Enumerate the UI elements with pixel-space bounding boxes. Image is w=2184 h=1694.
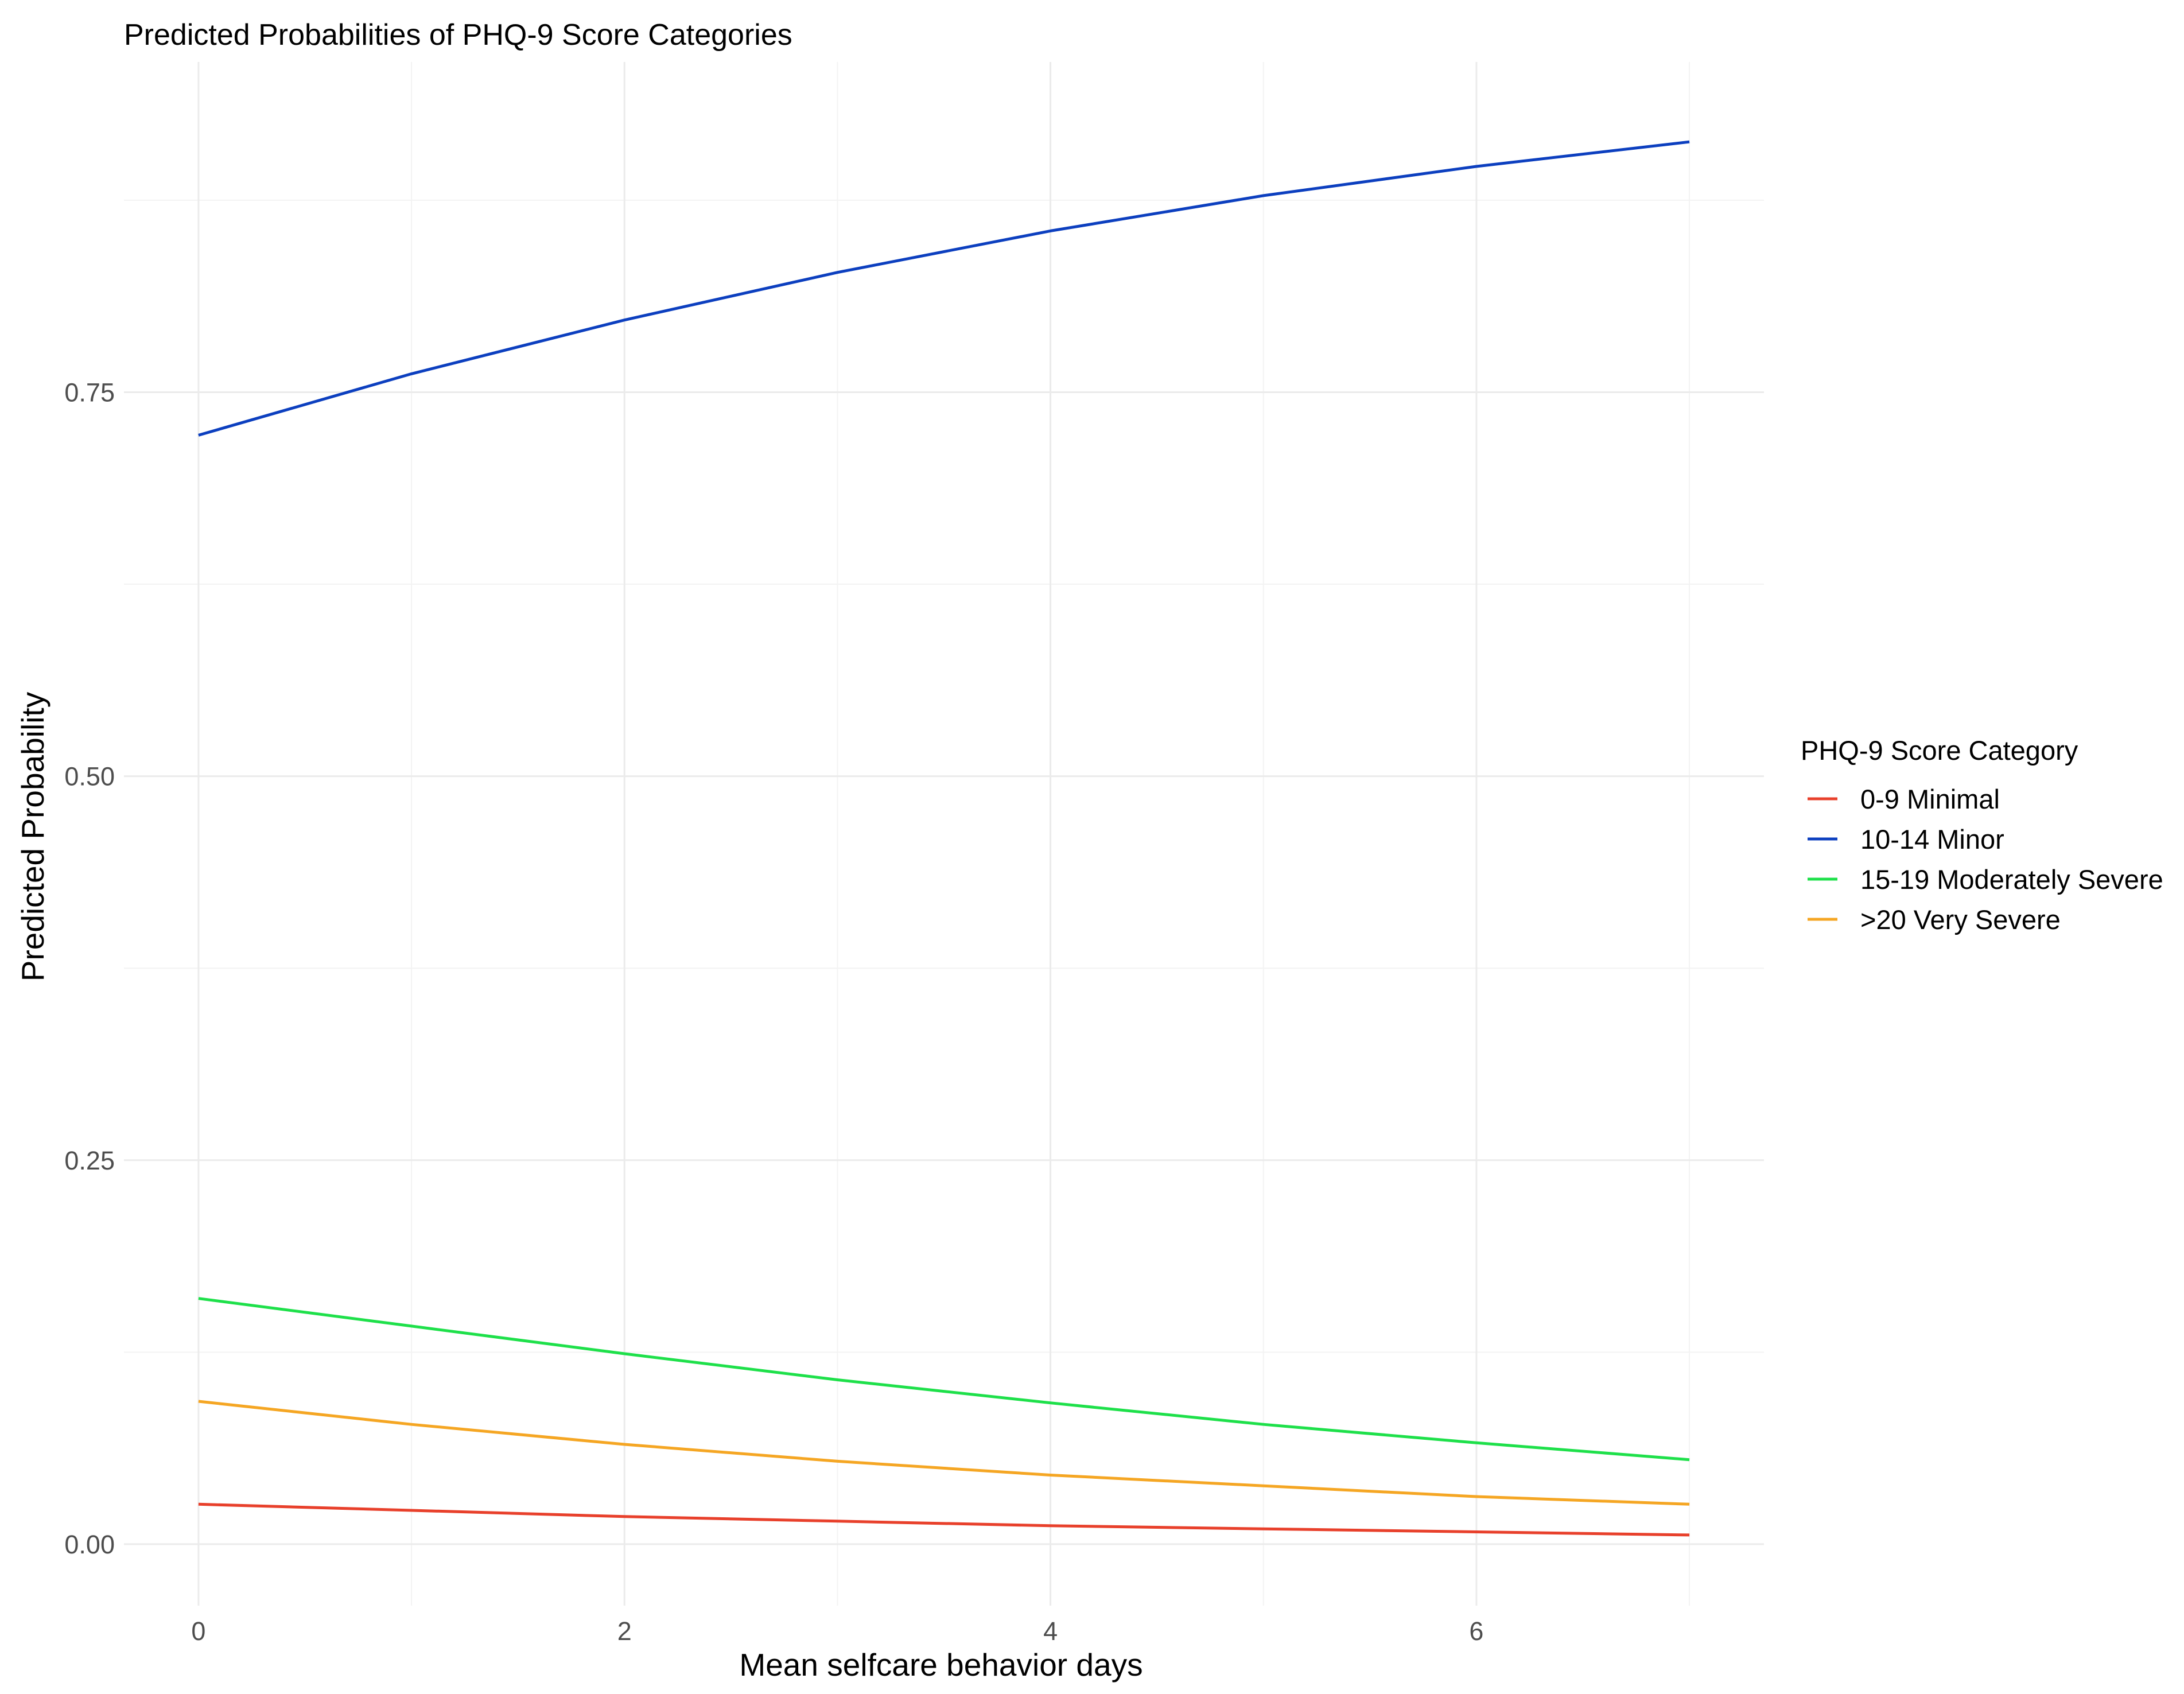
series-line-1 bbox=[198, 1502, 1690, 1537]
x-tick-label: 0 bbox=[191, 1617, 205, 1646]
legend-title: PHQ-9 Score Category bbox=[1801, 735, 2078, 766]
x-axis-ticks: 0 2 4 6 bbox=[191, 1617, 1483, 1646]
legend-label: >20 Very Severe bbox=[1860, 904, 2061, 935]
legend: PHQ-9 Score Category 0-9 Minimal 10-14 Mi… bbox=[1801, 735, 2163, 935]
x-tick-label: 6 bbox=[1469, 1617, 1483, 1646]
x-axis-title: Mean selfcare behavior days bbox=[739, 1647, 1142, 1683]
x-tick-label: 2 bbox=[617, 1617, 632, 1646]
y-tick-label: 0.50 bbox=[64, 762, 115, 791]
legend-label: 15-19 Moderately Severe bbox=[1860, 864, 2163, 895]
y-axis-title: Predicted Probability bbox=[15, 691, 50, 981]
plot-series bbox=[198, 140, 1690, 1537]
x-tick-label: 4 bbox=[1043, 1617, 1058, 1646]
legend-label: 10-14 Minor bbox=[1860, 824, 2004, 854]
minor-gridlines bbox=[124, 62, 1764, 1606]
series-line-4 bbox=[198, 1400, 1690, 1506]
legend-label: 0-9 Minimal bbox=[1860, 784, 2000, 814]
y-axis-ticks: 0.00 0.25 0.50 0.75 bbox=[64, 378, 115, 1559]
y-tick-label: 0.75 bbox=[64, 378, 115, 407]
y-tick-label: 0.25 bbox=[64, 1146, 115, 1175]
chart-title: Predicted Probabilities of PHQ-9 Score C… bbox=[124, 18, 792, 52]
legend-items: 0-9 Minimal 10-14 Minor 15-19 Moderately S… bbox=[1808, 784, 2163, 935]
major-gridlines bbox=[124, 62, 1764, 1606]
series-line-2 bbox=[198, 140, 1690, 437]
y-tick-label: 0.00 bbox=[64, 1530, 115, 1559]
series-line-3 bbox=[198, 1297, 1690, 1462]
